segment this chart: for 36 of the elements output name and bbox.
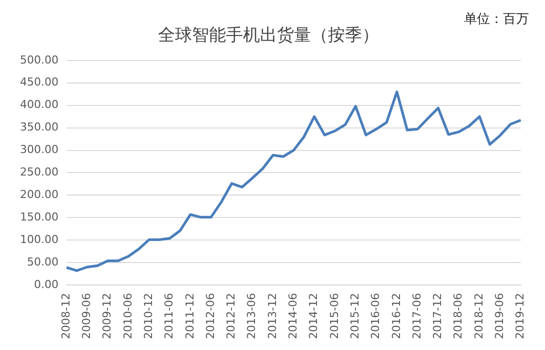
y-tick-label: 500.00 [20,53,58,66]
y-tick-label: 50.00 [26,255,58,268]
y-tick-label: 100.00 [20,232,58,246]
x-tick-label: 2017-06 [410,293,424,340]
text: 单位：百万 [464,11,529,28]
x-tick-label: 2012-12 [224,293,238,340]
x-tick-label: 2011-06 [162,293,176,340]
x-tick-label: 2012-06 [204,293,217,340]
x-tick-label: 2019-12 [514,293,527,340]
x-tick-label: 2018-12 [472,293,486,340]
x-tick-label: 2010-06 [121,293,134,340]
x-tick-label: 2011-12 [183,293,196,340]
x-tick-label: 2015-06 [328,293,341,340]
y-tick-label: 300.00 [20,143,58,156]
x-tick-label: 2018-06 [452,293,465,340]
x-tick-label: 2008-12 [59,293,72,340]
x-tick-label: 2010-12 [142,293,155,340]
x-tick-label: 2016-06 [369,293,382,340]
x-tick-label: 2013-06 [245,293,258,340]
x-tick-label: 2016-12 [390,293,403,340]
y-tick-label: 350.00 [20,120,58,134]
y-tick-label: 400.00 [20,98,58,112]
x-tick-label: 2009-12 [100,293,114,340]
x-tick-label: 2014-12 [307,293,320,340]
x-tick-label: 2015-12 [348,293,362,340]
x-tick-label: 2009-06 [80,293,93,340]
y-tick-label: 450.00 [20,76,58,89]
x-tick-label: 2017-12 [431,293,444,340]
y-tick-label: 200.00 [20,188,58,202]
y-tick-label: 250.00 [20,166,58,179]
y-tick-label: 150.00 [20,210,58,224]
chart-title: 全球智能手机出货量（按季） [158,26,379,46]
y-tick-label: 0.00 [34,278,58,291]
x-tick-label: 2014-06 [286,293,300,340]
x-tick-label: 2013-12 [266,293,279,340]
x-tick-label: 2019-06 [493,293,506,340]
